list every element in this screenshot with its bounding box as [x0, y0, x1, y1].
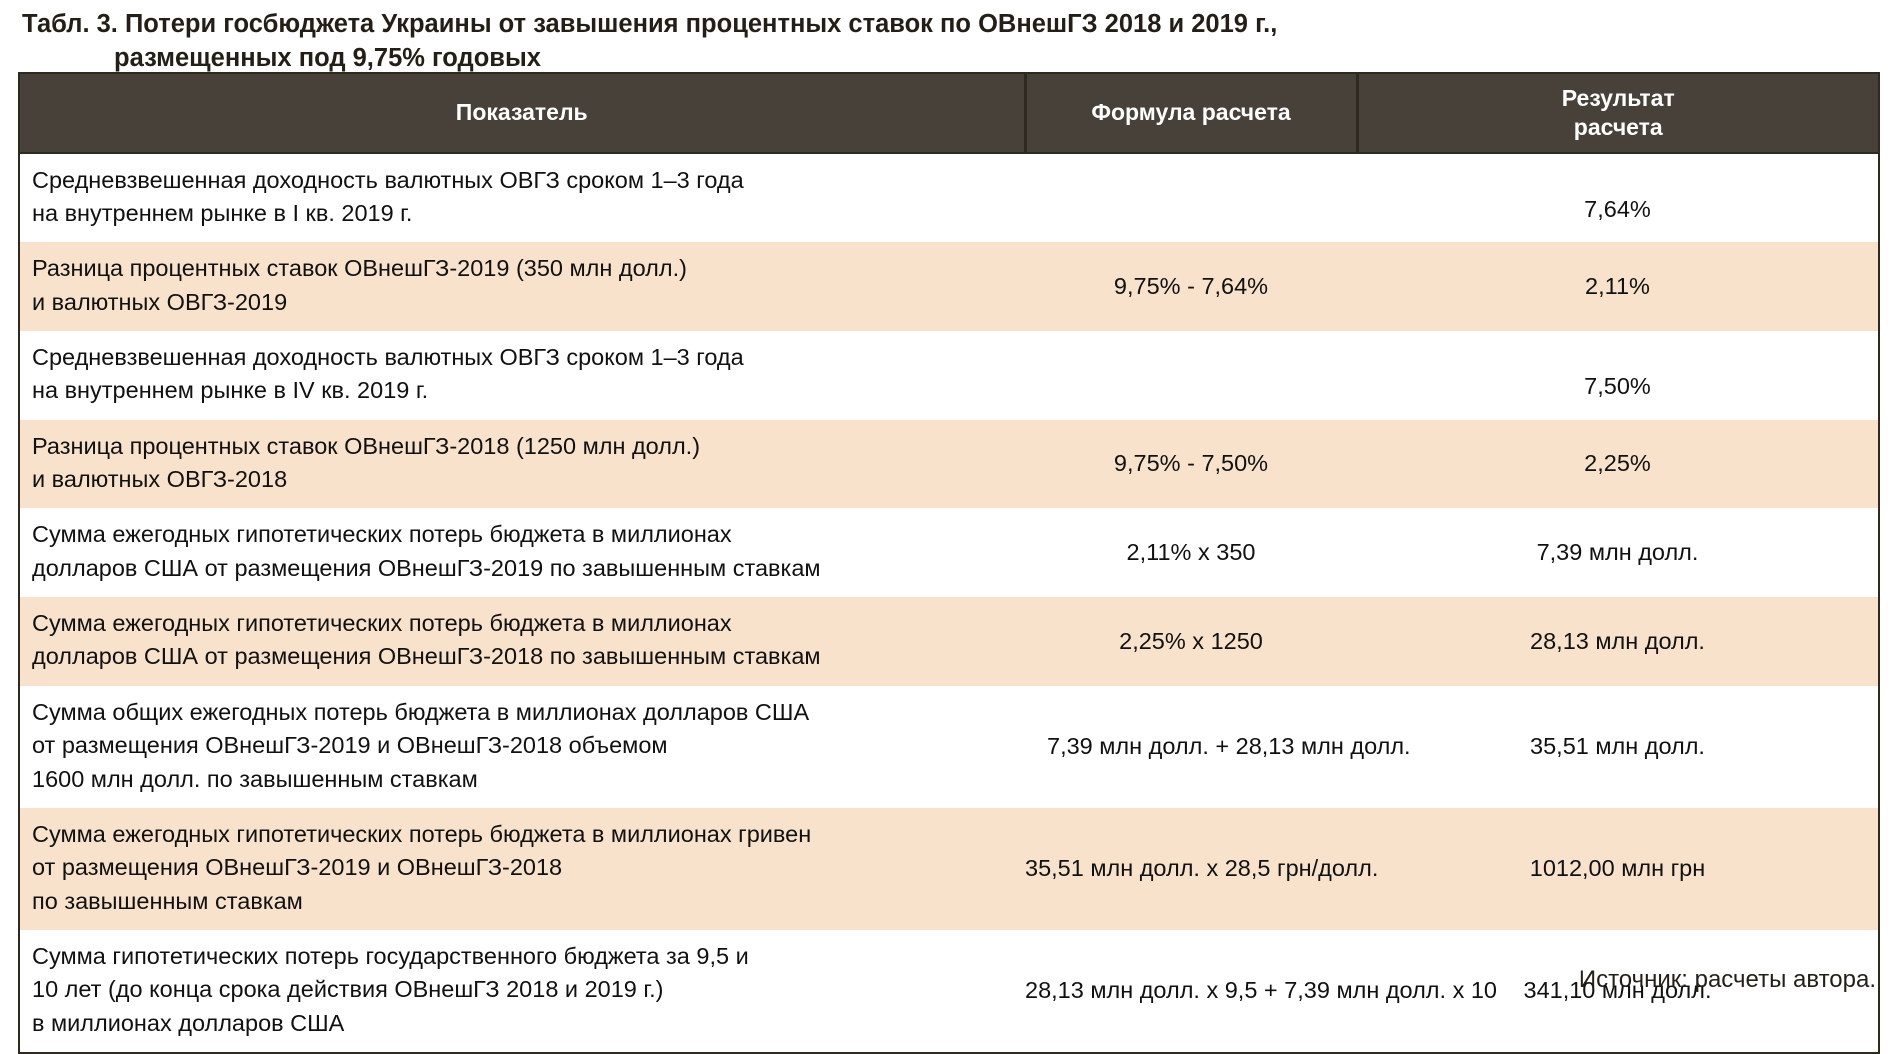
losses-table-container: Показатель Формула расчета Результат рас…	[18, 72, 1880, 1054]
source-note: Источник: расчеты автора.	[1578, 966, 1876, 993]
result-text: 341,10 млн долл.	[1523, 977, 1712, 1004]
formula-text: 7,39 млн долл. + 28,13 млн долл.	[1047, 733, 1411, 760]
indicator-line: 1600 млн долл. по завышенным ставкам	[32, 765, 478, 792]
column-header-formula: Формула расчета	[1023, 74, 1357, 154]
result-text: 7,64%	[1584, 195, 1651, 222]
table-caption-line-2: размещенных под 9,75% годовых	[114, 43, 541, 72]
table-row: Сумма ежегодных гипотетических потерь бю…	[20, 597, 1878, 686]
cell-formula: 28,13 млн долл. х 9,5 + 7,39 млн долл. х…	[1025, 929, 1497, 1053]
cell-result: 2,25%	[1357, 419, 1878, 509]
table-header: Показатель Формула расчета Результат рас…	[20, 74, 1878, 154]
table-caption-line-1: Табл. 3. Потери госбюджета Украины от за…	[22, 10, 1278, 38]
cell-indicator: Сумма общих ежегодных потерь бюджета в м…	[20, 685, 1025, 808]
table-row: Разница процентных ставок ОВнешГЗ-2018 (…	[20, 419, 1878, 509]
indicator-line: Сумма ежегодных гипотетических потерь бю…	[32, 521, 732, 548]
formula-text: 2,25% x 1250	[1119, 627, 1263, 654]
cell-indicator: Разница процентных ставок ОВнешГЗ-2018 (…	[20, 419, 1025, 509]
table-row: Разница процентных ставок ОВнешГЗ-2019 (…	[20, 242, 1878, 331]
table-row: Средневзвешенная доходность валютных ОВГ…	[20, 152, 1878, 243]
indicator-line: от размещения ОВнешГЗ-2019 и ОВнешГЗ-201…	[32, 854, 563, 881]
cell-formula: 2,11% x 350	[1025, 508, 1357, 598]
indicator-line: Сумма гипотетических потерь государствен…	[32, 942, 749, 969]
cell-result: 7,50%	[1357, 330, 1878, 420]
formula-text: 35,51 млн долл. х 28,5 грн/долл.	[1025, 855, 1379, 882]
cell-result: 1012,00 млн грн	[1357, 807, 1878, 930]
indicator-line: Разница процентных ставок ОВнешГЗ-2019 (…	[32, 255, 687, 282]
table-body: Средневзвешенная доходность валютных ОВГ…	[20, 152, 1878, 1053]
column-header-result-line-1: Результат	[1561, 85, 1675, 111]
indicator-line: Разница процентных ставок ОВнешГЗ-2018 (…	[32, 432, 701, 459]
formula-text: 9,75% - 7,64%	[1113, 272, 1269, 299]
indicator-line: долларов США от размещения ОВнешГЗ-2019 …	[32, 554, 821, 581]
cell-indicator: Сумма ежегодных гипотетических потерь бю…	[20, 807, 1025, 930]
indicator-line: в миллионах долларов США	[32, 1009, 345, 1036]
cell-indicator: Разница процентных ставок ОВнешГЗ-2019 (…	[20, 242, 1025, 331]
table-row: Средневзвешенная доходность валютных ОВГ…	[20, 330, 1878, 420]
indicator-line: от размещения ОВнешГЗ-2019 и ОВнешГЗ-201…	[32, 732, 668, 759]
cell-result: 35,51 млн долл.	[1357, 685, 1878, 808]
indicator-line: Сумма ежегодных гипотетических потерь бю…	[32, 820, 812, 847]
cell-indicator: Сумма ежегодных гипотетических потерь бю…	[20, 597, 1025, 686]
column-header-result: Результат расчета	[1355, 74, 1878, 154]
result-text: 28,13 млн долл.	[1530, 627, 1705, 654]
cell-result: 28,13 млн долл.	[1357, 597, 1878, 686]
indicator-line: Средневзвешенная доходность валютных ОВГ…	[32, 166, 744, 193]
cell-formula: 7,39 млн долл. + 28,13 млн долл.	[1025, 685, 1411, 808]
cell-indicator: Сумма ежегодных гипотетических потерь бю…	[20, 508, 1025, 598]
cell-formula: 9,75% - 7,50%	[1025, 419, 1357, 509]
indicator-line: Сумма общих ежегодных потерь бюджета в м…	[32, 698, 810, 725]
indicator-line: Сумма ежегодных гипотетических потерь бю…	[32, 610, 732, 637]
formula-text: 9,75% - 7,50%	[1113, 450, 1269, 477]
result-text: 2,11%	[1585, 272, 1650, 299]
cell-formula: 35,51 млн долл. х 28,5 грн/долл.	[1025, 807, 1378, 930]
result-text: 35,51 млн долл.	[1530, 733, 1705, 760]
cell-formula: 9,75% - 7,64%	[1025, 242, 1357, 331]
table-header-row: Показатель Формула расчета Результат рас…	[20, 74, 1878, 154]
column-header-result-line-2: расчета	[1573, 113, 1663, 140]
indicator-line: и валютных ОВГЗ-2019	[32, 288, 288, 315]
indicator-line: Средневзвешенная доходность валютных ОВГ…	[32, 343, 744, 370]
result-text: 7,50%	[1584, 373, 1651, 400]
result-text: 7,39 млн долл.	[1536, 539, 1699, 566]
cell-indicator: Сумма гипотетических потерь государствен…	[20, 929, 1025, 1053]
losses-table: Показатель Формула расчета Результат рас…	[20, 74, 1878, 1053]
cell-indicator: Средневзвешенная доходность валютных ОВГ…	[20, 152, 1025, 243]
indicator-line: 10 лет (до конца срока действия ОВнешГЗ …	[32, 976, 664, 1003]
cell-indicator: Средневзвешенная доходность валютных ОВГ…	[20, 330, 1025, 420]
indicator-line: на внутреннем рынке в IV кв. 2019 г.	[32, 377, 429, 404]
table-row: Сумма ежегодных гипотетических потерь бю…	[20, 508, 1878, 598]
result-text: 2,25%	[1584, 450, 1651, 477]
cell-formula	[1025, 330, 1357, 420]
indicator-line: и валютных ОВГЗ-2018	[32, 466, 288, 493]
table-row: Сумма общих ежегодных потерь бюджета в м…	[20, 685, 1878, 808]
cell-result: 7,39 млн долл.	[1357, 508, 1878, 598]
cell-formula: 2,25% x 1250	[1025, 597, 1357, 686]
indicator-line: долларов США от размещения ОВнешГЗ-2018 …	[32, 643, 821, 670]
result-text: 1012,00 млн грн	[1529, 855, 1706, 882]
cell-result: 2,11%	[1357, 242, 1878, 331]
indicator-line: по завышенным ставкам	[32, 887, 303, 914]
column-header-indicator: Показатель	[20, 74, 1025, 154]
indicator-line: на внутреннем рынке в I кв. 2019 г.	[32, 199, 413, 226]
formula-text: 28,13 млн долл. х 9,5 + 7,39 млн долл. х…	[1025, 977, 1497, 1004]
cell-result: 7,64%	[1357, 152, 1878, 243]
cell-formula	[1025, 152, 1357, 243]
formula-text: 2,11% x 350	[1126, 539, 1256, 566]
table-caption: Табл. 3. Потери госбюджета Украины от за…	[22, 8, 1722, 76]
table-row: Сумма ежегодных гипотетических потерь бю…	[20, 807, 1878, 930]
